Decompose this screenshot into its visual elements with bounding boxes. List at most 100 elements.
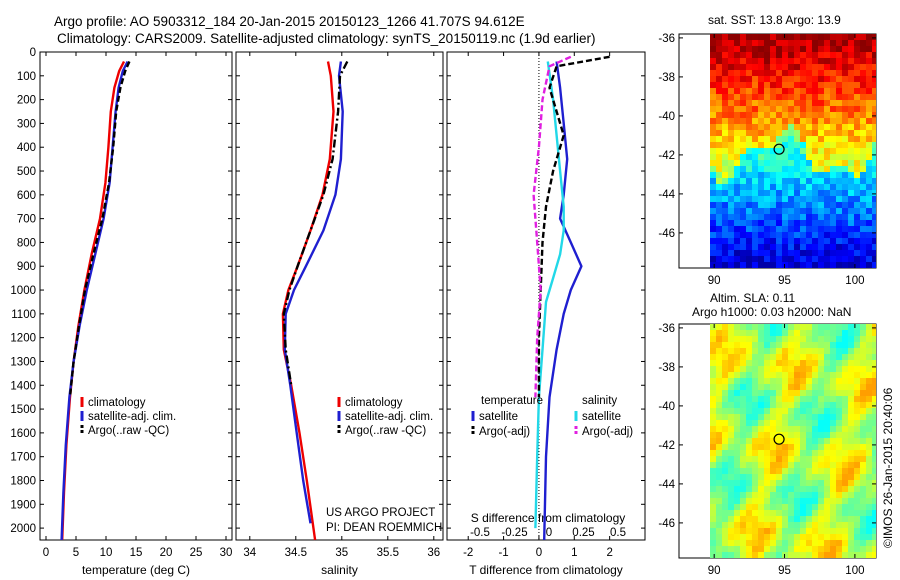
sst-cell — [752, 208, 759, 215]
sst-cell — [824, 130, 831, 137]
sla-cell — [746, 492, 753, 499]
y-tick-label: 1500 — [10, 404, 36, 416]
sla-cell — [824, 456, 831, 463]
sst-cell — [782, 190, 789, 197]
sla-cell — [806, 420, 813, 427]
sla-cell — [824, 534, 831, 541]
sla-cell — [764, 522, 771, 529]
sst-cell — [758, 130, 765, 137]
sla-cell — [740, 528, 747, 535]
sla-cell — [812, 510, 819, 517]
sla-cell — [866, 384, 873, 391]
sst-cell — [728, 232, 735, 239]
sst-cell — [728, 70, 735, 77]
sst-cell — [740, 262, 747, 268]
sla-cell — [812, 360, 819, 367]
sla-cell — [746, 474, 753, 481]
sla-cell — [734, 528, 741, 535]
sla-cell — [848, 360, 855, 367]
sla-cell — [776, 414, 783, 421]
sla-cell — [722, 396, 729, 403]
sla-cell — [764, 504, 771, 511]
sla-cell — [740, 438, 747, 445]
figure-title-line1: Argo profile: AO 5903312_184 20-Jan-2015… — [54, 14, 525, 29]
sst-cell — [866, 208, 873, 215]
sla-cell — [740, 396, 747, 403]
sst-cell — [782, 106, 789, 113]
sla-cell — [866, 360, 873, 367]
sst-cell — [794, 118, 801, 125]
sla-cell — [812, 498, 819, 505]
sst-cell — [746, 172, 753, 179]
sla-cell — [800, 324, 807, 331]
sst-cell — [812, 160, 819, 167]
sla-cell — [734, 438, 741, 445]
sst-cell — [848, 190, 855, 197]
sla-cell — [728, 348, 735, 355]
sla-cell — [710, 336, 717, 343]
sst-cell — [866, 262, 873, 268]
sla-cell — [716, 504, 723, 511]
sst-cell — [812, 136, 819, 143]
sst-cell — [728, 178, 735, 185]
sst-cell — [770, 88, 777, 95]
sst-cell — [728, 64, 735, 71]
sst-cell — [746, 118, 753, 125]
sla-cell — [740, 510, 747, 517]
sla-cell — [794, 480, 801, 487]
x-tick-label: 35 — [335, 547, 348, 559]
sst-cell — [830, 232, 837, 239]
sla-cell — [716, 384, 723, 391]
sst-cell — [752, 250, 759, 257]
sst-cell — [854, 208, 861, 215]
sla-cell — [866, 474, 873, 481]
sst-cell — [710, 184, 717, 191]
sst-cell — [770, 46, 777, 53]
sla-cell — [716, 360, 723, 367]
sla-cell — [794, 510, 801, 517]
sla-cell — [836, 414, 843, 421]
sst-cell — [758, 76, 765, 83]
sla-cell — [872, 420, 876, 427]
sst-cell — [776, 118, 783, 125]
sst-cell — [770, 34, 777, 41]
sla-cell — [812, 336, 819, 343]
sst-cell — [824, 106, 831, 113]
sla-cell — [710, 366, 717, 373]
sst-cell — [722, 76, 729, 83]
sla-cell — [740, 390, 747, 397]
sst-cell — [812, 226, 819, 233]
sla-cell — [830, 540, 837, 547]
sst-cell — [716, 34, 723, 41]
sst-cell — [800, 52, 807, 59]
sst-cell — [854, 232, 861, 239]
sla-cell — [734, 366, 741, 373]
sst-cell — [842, 112, 849, 119]
sla-cell — [758, 384, 765, 391]
sst-cell — [830, 226, 837, 233]
sst-cell — [812, 82, 819, 89]
sla-cell — [788, 510, 795, 517]
sst-cell — [794, 202, 801, 209]
sla-cell — [734, 504, 741, 511]
sst-cell — [782, 262, 789, 268]
sst-cell — [806, 220, 813, 227]
sla-cell — [752, 360, 759, 367]
sla-cell — [842, 420, 849, 427]
sla-cell — [842, 372, 849, 379]
top-tick-label: -0.5 — [470, 527, 490, 539]
sla-cell — [848, 342, 855, 349]
sst-cell — [842, 142, 849, 149]
sst-cell — [806, 40, 813, 47]
sla-cell — [794, 348, 801, 355]
sst-cell — [710, 178, 717, 185]
sst-cell — [866, 196, 873, 203]
sst-cell — [860, 106, 867, 113]
sla-cell — [794, 420, 801, 427]
sla-cell — [722, 552, 729, 558]
sla-cell — [716, 462, 723, 469]
sst-cell — [758, 70, 765, 77]
sst-cell — [872, 190, 876, 197]
sst-cell — [788, 238, 795, 245]
sla-cell — [830, 324, 837, 331]
